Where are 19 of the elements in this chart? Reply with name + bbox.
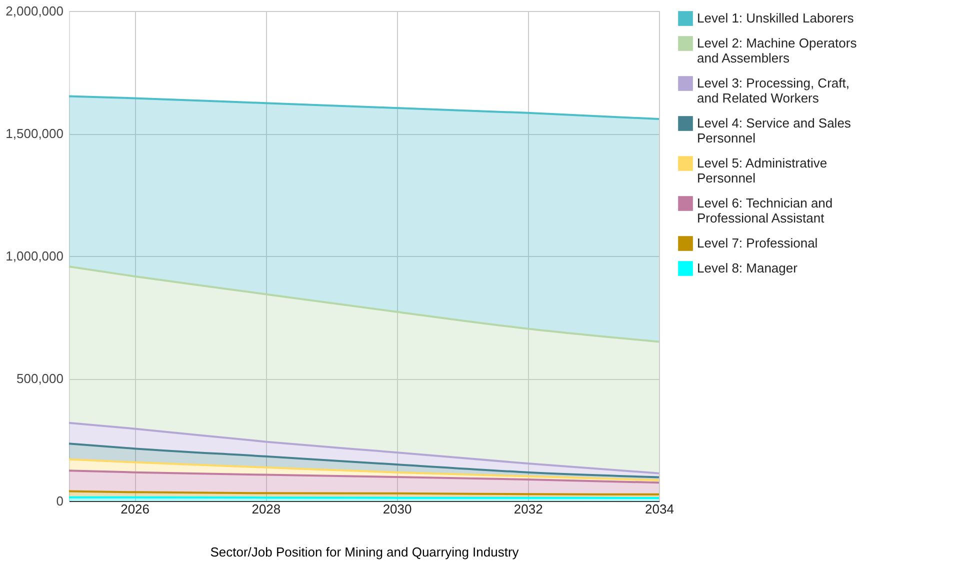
legend-label: Level 4: Service and Sales Personnel xyxy=(697,116,852,146)
legend-label: Level 2: Machine Operators and Assemblers xyxy=(697,36,858,66)
legend-label: Level 7: Professional xyxy=(697,236,818,250)
legend-label: Level 5: Administrative Personnel xyxy=(697,156,828,186)
legend-label: Level 1: Unskilled Laborers xyxy=(697,10,854,26)
legend-label: Level 8: Manager xyxy=(697,260,798,276)
y-tick-label: 500,000 xyxy=(16,371,64,386)
x-tick-label: 2026 xyxy=(120,502,150,516)
x-tick-label: 2032 xyxy=(514,502,543,516)
y-tick-label: 1,500,000 xyxy=(6,126,64,141)
x-axis-title: Sector/Job Position for Mining and Quarrying Industry xyxy=(210,544,520,560)
y-tick-label: 0 xyxy=(56,494,64,508)
y-tick-label: 2,000,000 xyxy=(6,4,64,18)
legend-label: Level 6: Technician and Professional Assistant xyxy=(697,196,833,226)
y-tick-label: 1,000,000 xyxy=(6,248,64,264)
x-tick-label: 2028 xyxy=(252,502,281,516)
legend-label: Level 3: Processing, Craft, and Related Workers xyxy=(697,76,850,106)
x-tick-label: 2030 xyxy=(382,502,412,516)
x-tick-label: 2034 xyxy=(645,502,674,516)
